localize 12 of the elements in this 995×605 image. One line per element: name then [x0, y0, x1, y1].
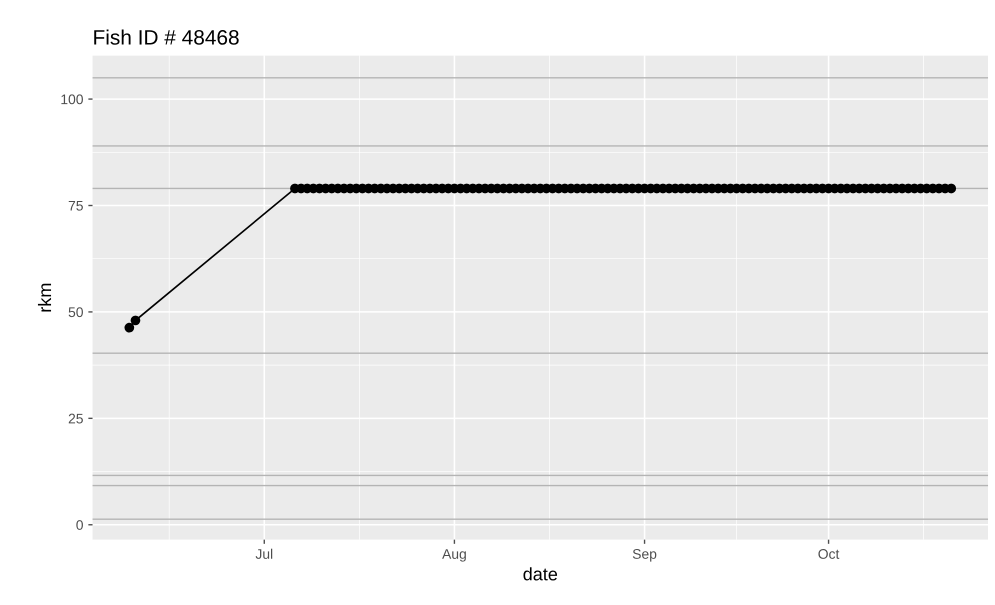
x-tick-label: Oct — [818, 549, 840, 559]
y-axis-title: rkm — [38, 284, 52, 312]
y-tick-label: 0 — [76, 520, 83, 530]
chart-title: Fish ID # 48468 — [94, 29, 239, 45]
y-tick-label: 50 — [68, 307, 83, 318]
x-tick-label: Aug — [442, 549, 466, 562]
x-axis-title: date — [523, 567, 558, 580]
x-tick-label: Sep — [632, 549, 656, 562]
y-tick-label: 100 — [61, 94, 83, 104]
y-tick-label: 25 — [68, 414, 83, 424]
x-tick-label: Jul — [256, 548, 272, 559]
y-tick-label: 75 — [68, 200, 83, 211]
